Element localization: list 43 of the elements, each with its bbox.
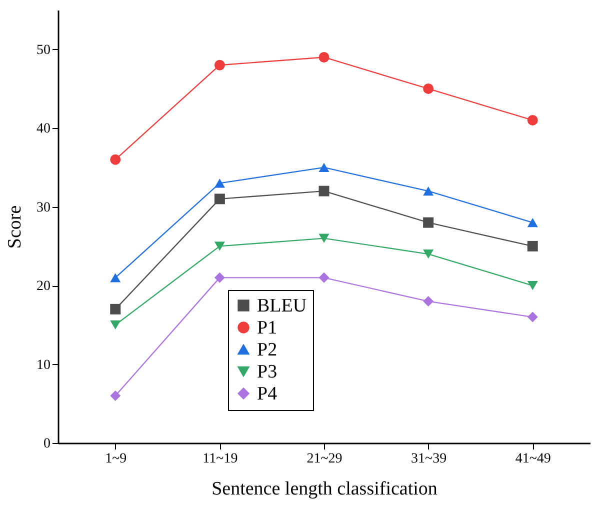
point <box>110 154 121 165</box>
legend-label: P2 <box>257 340 278 360</box>
point <box>423 217 434 228</box>
legend-label: P3 <box>257 362 278 382</box>
x-tick-label: 1~9 <box>105 452 127 466</box>
x-tick-label: 31~39 <box>411 452 447 466</box>
point <box>423 250 434 259</box>
x-axis-title: Sentence length classification <box>212 478 438 500</box>
point <box>318 186 330 196</box>
point <box>527 114 538 126</box>
point <box>214 60 225 70</box>
point <box>110 273 121 282</box>
legend-label: P1 <box>257 318 278 338</box>
point <box>423 186 434 196</box>
point <box>214 178 225 188</box>
x-tick-label: 41~49 <box>515 452 551 466</box>
point <box>527 218 538 228</box>
point <box>214 242 225 251</box>
point <box>110 304 121 314</box>
legend-label: P4 <box>257 384 278 404</box>
y-tick-label: 0 <box>44 436 50 452</box>
point <box>110 320 121 330</box>
x-tick-label: 11~19 <box>202 452 238 466</box>
point <box>318 52 330 62</box>
y-tick-label: 50 <box>36 42 50 58</box>
point <box>527 240 538 252</box>
point <box>527 281 538 290</box>
y-tick-label: 30 <box>36 200 50 216</box>
point <box>214 272 225 283</box>
point <box>423 296 434 307</box>
point <box>110 390 121 402</box>
y-tick-label: 40 <box>36 122 50 137</box>
point <box>214 194 225 204</box>
x-tick-label: 21~29 <box>306 452 342 466</box>
point <box>318 272 330 283</box>
point <box>527 312 538 322</box>
point <box>318 234 330 243</box>
y-tick-label: 20 <box>36 279 50 294</box>
point <box>423 83 434 94</box>
y-tick-label: 10 <box>36 358 50 373</box>
y-axis-title: Score <box>4 205 26 249</box>
point <box>318 162 330 172</box>
legend-label: BLEU <box>257 296 307 316</box>
